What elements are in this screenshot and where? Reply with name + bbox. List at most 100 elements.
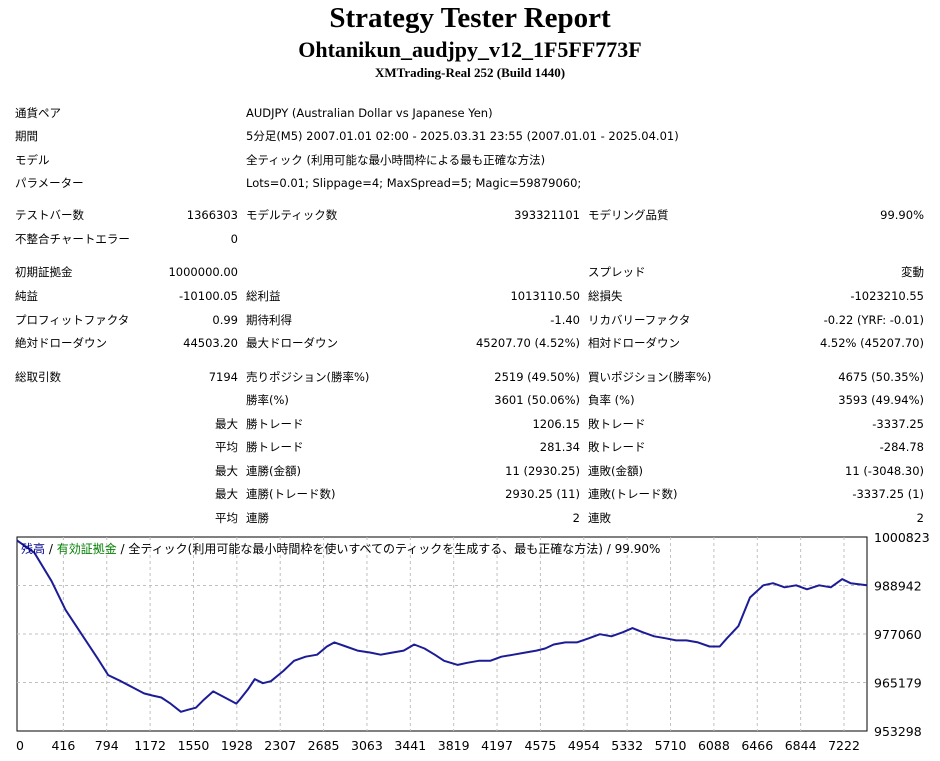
deposit-value: 1000000.00 xyxy=(168,265,238,279)
loss-rate-label: 負率 (%) xyxy=(588,393,635,407)
params-value: Lots=0.01; Slippage=4; MaxSpread=5; Magi… xyxy=(246,176,582,190)
x-tick-label: 4197 xyxy=(481,738,513,753)
abs-drawdown-label: 絶対ドローダウン xyxy=(15,336,107,350)
model-value: 全ティック (利用可能な最小時間枠による最も正確な方法) xyxy=(246,153,546,167)
report-title: Strategy Tester Report xyxy=(329,2,611,34)
x-tick-label: 6088 xyxy=(698,738,730,753)
deposit-label: 初期証拠金 xyxy=(15,265,73,279)
max-drawdown-label: 最大ドローダウン xyxy=(246,336,338,350)
max-consec-losses-label: 連敗(金額) xyxy=(588,464,643,478)
max-consec-wins-value: 11 (2930.25) xyxy=(505,464,580,478)
largest-loss-value: -3337.25 xyxy=(872,417,924,431)
legend-balance: 残高 xyxy=(21,541,45,556)
largest-loss-label: 敗トレード xyxy=(588,417,646,431)
x-tick-label: 3441 xyxy=(394,738,426,753)
gross-loss-label: 総損失 xyxy=(588,289,623,303)
x-tick-label: 4575 xyxy=(525,738,557,753)
y-tick-label: 1000823 xyxy=(874,530,930,545)
x-tick-label: 1928 xyxy=(221,738,253,753)
avg-win-label: 勝トレード xyxy=(246,440,304,454)
mismatch-label: 不整合チャートエラー xyxy=(15,232,130,246)
ticks-label: モデルティック数 xyxy=(246,208,338,222)
x-tick-label: 416 xyxy=(51,738,75,753)
max-drawdown-value: 45207.70 (4.52%) xyxy=(475,336,580,350)
period-label: 期間 xyxy=(15,129,38,143)
x-tick-label: 1172 xyxy=(134,738,166,753)
x-tick-label: 5710 xyxy=(655,738,687,753)
x-tick-label: 0 xyxy=(16,738,24,753)
y-axis-labels: 1000823 988942 977060 965179 953298 xyxy=(874,530,930,739)
avg-loss-label: 敗トレード xyxy=(588,440,646,454)
x-tick-label: 794 xyxy=(95,738,119,753)
x-tick-label: 2685 xyxy=(308,738,340,753)
legend-sep-1: / xyxy=(45,542,57,556)
mismatch-value: 0 xyxy=(230,232,238,246)
gross-profit-label: 総利益 xyxy=(246,289,281,303)
max-consec-loss-label: 連敗(トレード数) xyxy=(588,487,678,501)
balance-chart-svg: 1000823 988942 977060 965179 953298 0 416 794 1… xyxy=(16,530,930,753)
spread-value: 変動 xyxy=(901,265,924,279)
period-value: 5分足(M5) 2007.01.01 02:00 - 2025.03.31 23… xyxy=(246,129,679,143)
x-tick-label: 7222 xyxy=(828,738,860,753)
symbol-label: 通貨ペア xyxy=(15,106,61,120)
ticks-value: 393321101 xyxy=(514,208,580,222)
win-rate-value: 3601 (50.06%) xyxy=(494,393,580,407)
recovery-factor-label: リカバリーファクタ xyxy=(588,313,691,327)
y-tick-label: 953298 xyxy=(874,724,922,739)
y-tick-label: 977060 xyxy=(874,627,922,642)
win-rate-label: 勝率(%) xyxy=(246,393,289,407)
avg-consec-losses-value: 2 xyxy=(916,511,924,525)
x-tick-label: 5332 xyxy=(611,738,643,753)
server-build: XMTrading-Real 252 (Build 1440) xyxy=(374,65,566,80)
model-label: モデル xyxy=(15,153,50,167)
loss-rate-value: 3593 (49.94%) xyxy=(838,393,924,407)
spread-label: スプレッド xyxy=(588,265,646,279)
max-consec-count-prefix: 最大 xyxy=(215,487,238,501)
largest-win-label: 勝トレード xyxy=(246,417,304,431)
x-tick-label: 6844 xyxy=(785,738,817,753)
total-trades-label: 総取引数 xyxy=(15,370,61,384)
avg-loss-value: -284.78 xyxy=(879,440,924,454)
net-profit-value: -10100.05 xyxy=(178,289,238,303)
legend-model: 全ティック(利用可能な最小時間枠を使いすべてのティックを生成する、最も正確な方法… xyxy=(128,541,603,556)
long-positions-label: 買いポジション(勝率%) xyxy=(588,370,712,384)
max-consec-profit-value: 2930.25 (11) xyxy=(505,487,580,501)
net-profit-label: 純益 xyxy=(15,289,38,303)
max-consec-losses-value: 11 (-3048.30) xyxy=(845,464,924,478)
x-tick-label: 1550 xyxy=(178,738,210,753)
legend-quality: 99.90% xyxy=(615,542,661,556)
x-tick-label: 2307 xyxy=(264,738,296,753)
short-positions-value: 2519 (49.50%) xyxy=(494,370,580,384)
max-consec-loss-value: -3337.25 (1) xyxy=(852,487,924,501)
max-consec-wins-label: 連勝(金額) xyxy=(246,464,301,478)
grid-lines xyxy=(17,537,867,731)
y-tick-label: 988942 xyxy=(874,579,922,594)
total-trades-value: 7194 xyxy=(208,370,238,384)
expected-payoff-label: 期待利得 xyxy=(246,313,292,327)
x-tick-label: 3819 xyxy=(438,738,470,753)
x-tick-label: 4954 xyxy=(568,738,600,753)
chart-legend: 残高 / 有効証拠金 / 全ティック(利用可能な最小時間枠を使いすべてのティック… xyxy=(21,541,660,556)
max-consec-profit-label: 連勝(トレード数) xyxy=(246,487,336,501)
avg-win-value: 281.34 xyxy=(539,440,580,454)
short-positions-label: 売りポジション(勝率%) xyxy=(246,370,370,384)
gross-profit-value: 1013110.50 xyxy=(510,289,580,303)
abs-drawdown-value: 44503.20 xyxy=(183,336,238,350)
quality-label: モデリング品質 xyxy=(588,208,669,222)
legend-equity: 有効証拠金 xyxy=(57,541,117,556)
avg-consec-prefix: 平均 xyxy=(215,511,238,525)
largest-win-value: 1206.15 xyxy=(532,417,580,431)
bars-value: 1366303 xyxy=(186,208,238,222)
legend-sep-3: / xyxy=(603,542,615,556)
profit-factor-label: プロフィットファクタ xyxy=(15,313,130,327)
quality-value: 99.90% xyxy=(880,208,924,222)
balance-chart: 1000823 988942 977060 965179 953298 0 416 794 1… xyxy=(0,530,940,761)
long-positions-value: 4675 (50.35%) xyxy=(838,370,924,384)
expected-payoff-value: -1.40 xyxy=(550,313,580,327)
ea-name: Ohtanikun_audjpy_v12_1F5FF773F xyxy=(298,37,642,62)
profit-factor-value: 0.99 xyxy=(212,313,238,327)
gross-loss-value: -1023210.55 xyxy=(850,289,924,303)
x-axis-labels: 0 416 794 1172 1550 1928 2307 2685 3063 3441 3819 4… xyxy=(16,738,860,753)
avg-consec-losses-label: 連敗 xyxy=(588,511,611,525)
rel-drawdown-value: 4.52% (45207.70) xyxy=(819,336,924,350)
